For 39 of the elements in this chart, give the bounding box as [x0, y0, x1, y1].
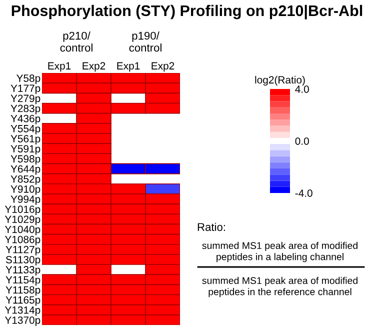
- text: summed MS1 peak area of modified peptides in a labeling channel: [202, 242, 358, 262]
- y-tick-label: Y1133p: [6, 266, 40, 276]
- y-tick-label: Y177p: [10, 84, 40, 94]
- y-tick-label: Y1154p: [6, 276, 40, 286]
- y-tick-label: Y1016p: [4, 206, 40, 216]
- y-tick-label: Y1127p: [6, 246, 40, 256]
- y-tick-label: Y1165p: [6, 296, 40, 306]
- y-tick-label: S1130p: [6, 256, 40, 266]
- color-bar-label: -4.0: [295, 190, 312, 197]
- y-tick-label: Y561p: [10, 135, 40, 144]
- text: p210/ control: [60, 32, 92, 52]
- x-tick-label: Exp2: [152, 62, 174, 72]
- y-tick-label: Y279p: [10, 94, 40, 104]
- y-tick-label: Y591p: [10, 145, 40, 155]
- color-bar-title: log2(Ratio): [255, 76, 305, 86]
- y-tick-label: Y644p: [10, 165, 40, 175]
- text: p190/ control: [129, 32, 162, 52]
- text: Ratio:: [198, 222, 226, 231]
- color-bar-label: 4.0: [295, 86, 309, 93]
- y-tick-label: Y1314p: [4, 306, 40, 316]
- color-bar-label: 0.0: [295, 138, 309, 145]
- y-tick-label: Y994p: [10, 196, 40, 205]
- x-tick-label: Exp1: [48, 62, 71, 72]
- y-tick-label: Y283p: [10, 104, 40, 114]
- y-tick-label: Y436p: [10, 114, 40, 124]
- text: summed MS1 peak area of modified peptides in the reference channel: [202, 276, 358, 298]
- y-tick-label: Y852p: [10, 175, 40, 185]
- x-tick-label: Exp2: [82, 62, 106, 72]
- y-tick-label: Y1158p: [6, 286, 40, 296]
- y-tick-label: Y58p: [16, 74, 40, 84]
- y-tick-label: Y910p: [10, 185, 40, 195]
- y-tick-label: Y1086p: [4, 236, 40, 246]
- y-tick-label: Y1029p: [4, 216, 40, 226]
- chart-title: Phosphorylation (STY) Profiling on p210|Bcr-Abl: [12, 4, 362, 20]
- y-tick-label: Y1040p: [4, 226, 40, 236]
- x-tick-label: Exp1: [117, 62, 140, 72]
- y-tick-label: Y554p: [10, 125, 40, 134]
- y-tick-label: Y1370p: [4, 316, 40, 326]
- y-tick-label: Y598p: [10, 155, 40, 165]
